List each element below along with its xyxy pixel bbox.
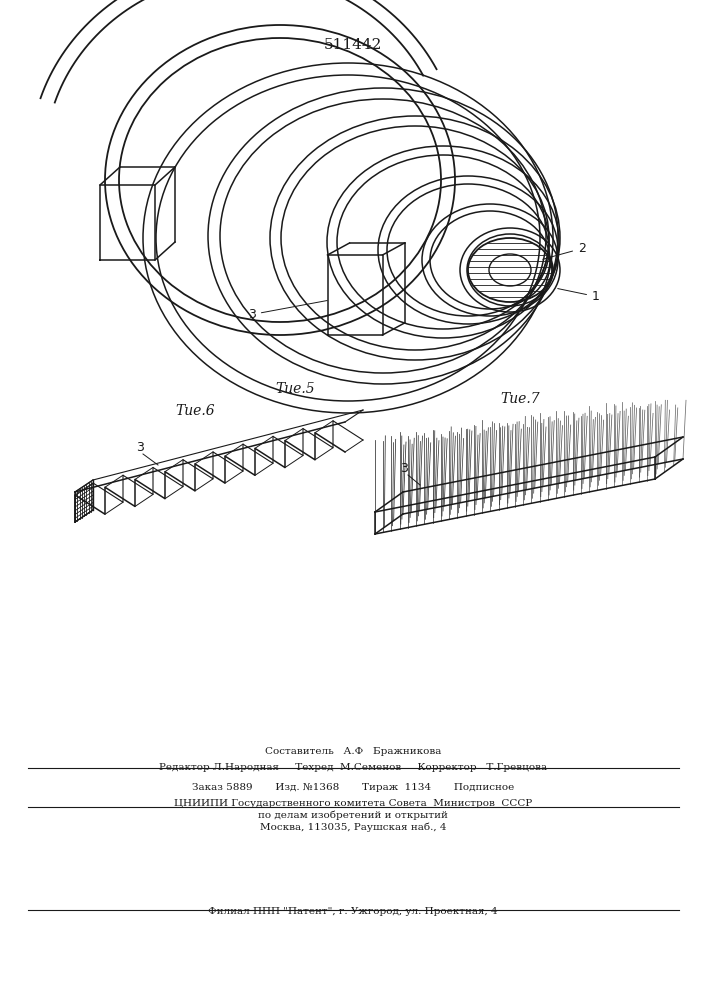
Text: ЦНИИПИ Государственного комитета Совета  Министров  СССР: ЦНИИПИ Государственного комитета Совета … bbox=[174, 799, 532, 808]
Text: Заказ 5889       Изд. №1368       Тираж  1134       Подписное: Заказ 5889 Изд. №1368 Тираж 1134 Подписн… bbox=[192, 783, 514, 792]
Text: Τие.7: Τие.7 bbox=[500, 392, 540, 406]
Text: 511442: 511442 bbox=[324, 38, 382, 52]
Text: 3: 3 bbox=[400, 462, 408, 475]
Text: Составитель   А.Ф   Бражникова: Составитель А.Ф Бражникова bbox=[265, 747, 441, 756]
Text: 2: 2 bbox=[543, 242, 586, 259]
Text: Редактор Л.Народная     Техред  М.Семенов     Корректор   Т.Гревцова: Редактор Л.Народная Техред М.Семенов Кор… bbox=[159, 763, 547, 772]
Text: 1: 1 bbox=[558, 289, 600, 303]
Text: по делам изобретений и открытий: по делам изобретений и открытий bbox=[258, 810, 448, 820]
Text: Москва, 113035, Раушская наб., 4: Москва, 113035, Раушская наб., 4 bbox=[259, 822, 446, 832]
Text: Филиал ППП "Патент", г. Ужгород, ул. Проектная, 4: Филиал ППП "Патент", г. Ужгород, ул. Про… bbox=[208, 907, 498, 916]
Text: 3: 3 bbox=[136, 441, 144, 454]
Text: 3: 3 bbox=[248, 301, 327, 321]
Text: Τие.6: Τие.6 bbox=[175, 404, 215, 418]
Text: Τие.5: Τие.5 bbox=[275, 382, 315, 396]
